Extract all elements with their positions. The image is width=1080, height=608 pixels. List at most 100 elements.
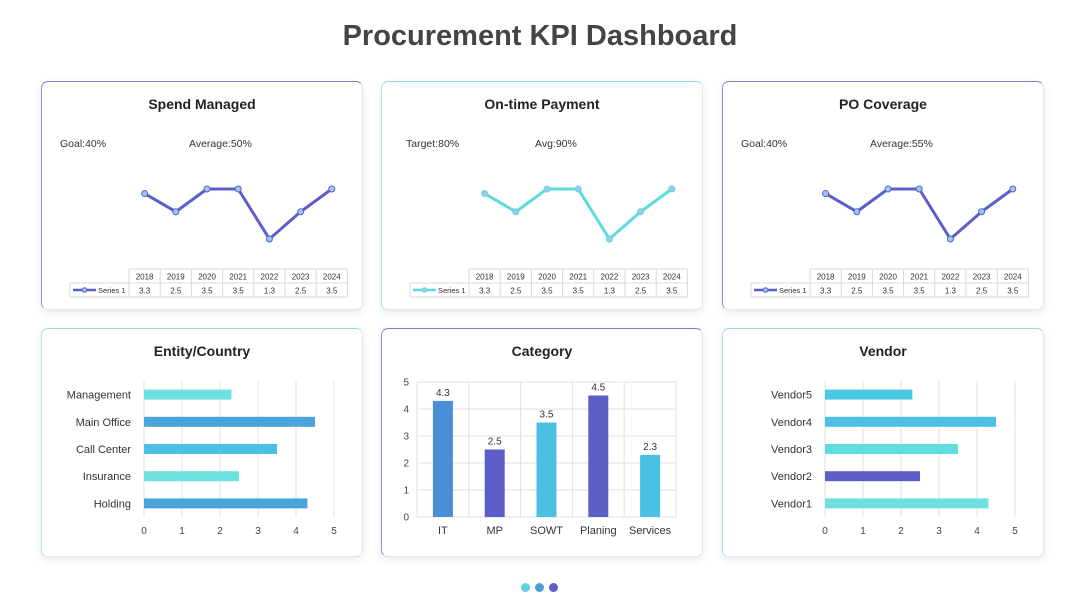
x-tick-label: IT	[438, 525, 448, 537]
bar	[144, 471, 239, 482]
bar	[536, 422, 557, 517]
kpi-goal: Goal:40%	[60, 138, 107, 150]
bar-chart-vendor: 0 1 2 3 4 5 Vendor5 Vendor4 Vendor3 Vendor2 Vendor…	[771, 381, 1018, 537]
data-point	[668, 185, 676, 193]
table-value: 3.3	[820, 287, 832, 296]
y-tick-label: 5	[403, 378, 409, 389]
y-tick-label: 4	[403, 405, 409, 416]
page-title: Procurement KPI Dashboard	[342, 20, 738, 52]
data-point	[328, 185, 336, 193]
table-x-label: 2019	[848, 273, 866, 282]
table-x-label: 2018	[476, 273, 494, 282]
x-tick-label: 1	[860, 526, 866, 537]
pager-dot-1[interactable]	[521, 583, 530, 592]
card-entity-country: Entity/Country 0 1 2 3 4 5 Management Main Offi…	[41, 328, 363, 557]
bar	[825, 444, 958, 454]
data-point	[605, 235, 613, 243]
legend-marker	[762, 287, 769, 293]
table-x-label: 2024	[323, 273, 341, 282]
data-label: 3.5	[540, 410, 554, 421]
legend-marker	[421, 287, 428, 293]
data-label: 4.3	[436, 388, 450, 399]
data-point	[915, 185, 923, 193]
category-label: Vendor2	[771, 471, 812, 483]
data-point	[543, 185, 551, 193]
bar-chart-category: 0 1 2 3 4 5 4.3 IT 2.5 MP 3.5 SOWT 4.5 Planing 2.3 Serv…	[403, 378, 677, 537]
bar	[825, 389, 913, 400]
legend-marker	[81, 287, 88, 293]
pager-dot-3[interactable]	[549, 583, 558, 592]
x-tick-label: 3	[255, 526, 261, 537]
data-point	[512, 208, 520, 216]
x-tick-label: 3	[936, 526, 942, 537]
data-point	[234, 185, 242, 193]
data-point	[853, 208, 861, 216]
table-value: 3.5	[573, 287, 585, 296]
card-on-time-payment: On-time Payment Target:80% Avg:90% 2018 3…	[381, 81, 703, 310]
table-value: 3.3	[139, 287, 151, 296]
x-tick-label: 5	[1012, 526, 1018, 537]
bar	[144, 498, 308, 509]
bar	[825, 498, 989, 509]
data-label: 4.5	[591, 383, 605, 394]
category-label: Vendor4	[771, 417, 812, 429]
table-x-label: 2022	[942, 273, 960, 282]
card-spend-managed: Spend Managed Goal:40% Average:50% 2018 3…	[41, 81, 363, 310]
data-point	[141, 190, 149, 198]
table-value: 3.5	[233, 287, 245, 296]
y-tick-label: 2	[403, 459, 409, 470]
kpi-target: Target:80%	[406, 138, 460, 150]
card-title: PO Coverage	[839, 96, 927, 112]
table-value: 2.5	[851, 287, 863, 296]
table-value: 3.5	[1007, 287, 1019, 296]
data-point	[481, 190, 489, 198]
x-tick-label: 0	[141, 526, 147, 537]
table-x-label: 2022	[261, 273, 279, 282]
kpi-average: Avg:90%	[535, 138, 577, 150]
category-label: Main Office	[76, 417, 131, 429]
table-value: 2.5	[295, 287, 307, 296]
bar	[640, 454, 661, 517]
table-value: 3.3	[479, 287, 491, 296]
x-tick-label: MP	[486, 525, 503, 537]
data-point	[978, 208, 986, 216]
data-label: 2.5	[488, 437, 502, 448]
table-x-label: 2018	[136, 273, 154, 282]
table-value: 1.3	[604, 287, 616, 296]
table-x-label: 2019	[167, 273, 185, 282]
data-point	[172, 208, 180, 216]
legend-label: Series 1	[98, 286, 126, 295]
legend-label: Series 1	[779, 286, 807, 295]
category-label: Holding	[94, 498, 131, 510]
data-point	[1009, 185, 1017, 193]
data-point	[297, 208, 305, 216]
table-x-label: 2021	[229, 273, 247, 282]
card-category: Category 0 1 2 3 4 5 4.3 IT 2.5 MP 3.5 SOWT 4.5 Plani…	[381, 328, 703, 557]
pager-dot-2[interactable]	[535, 583, 544, 592]
x-tick-label: 4	[293, 526, 299, 537]
x-tick-label: SOWT	[530, 525, 563, 537]
data-point	[946, 235, 954, 243]
category-label: Call Center	[76, 444, 131, 456]
table-x-label: 2023	[973, 273, 991, 282]
bar	[144, 416, 315, 427]
card-vendor: Vendor 0 1 2 3 4 5 Vendor5 Vendor4 Vendor3 Vendor…	[722, 328, 1044, 557]
table-value: 3.5	[541, 287, 553, 296]
category-label: Vendor5	[771, 390, 812, 402]
table-x-label: 2018	[817, 273, 835, 282]
card-title: Vendor	[859, 343, 907, 359]
category-label: Insurance	[83, 471, 131, 483]
table-value: 1.3	[264, 287, 276, 296]
x-tick-label: Services	[629, 525, 672, 537]
data-point	[265, 235, 273, 243]
table-x-label: 2021	[910, 273, 928, 282]
table-value: 3.5	[882, 287, 894, 296]
kpi-goal: Goal:40%	[741, 138, 788, 150]
y-tick-label: 3	[403, 432, 409, 443]
x-tick-label: 1	[179, 526, 185, 537]
y-tick-label: 0	[403, 513, 409, 524]
table-value: 1.3	[945, 287, 957, 296]
table-value: 3.5	[666, 287, 678, 296]
category-label: Management	[67, 390, 131, 402]
data-label: 2.3	[643, 442, 657, 453]
